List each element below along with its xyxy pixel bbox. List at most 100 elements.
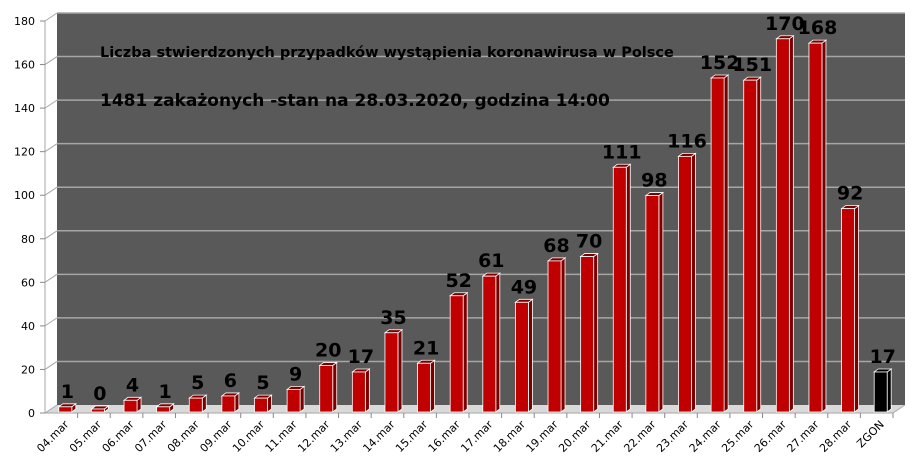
data-label: 6 <box>224 370 237 392</box>
x-tick-label: 06.mar <box>100 418 137 455</box>
bar <box>872 368 893 413</box>
data-label: 9 <box>289 363 302 385</box>
bar-front <box>645 195 660 413</box>
data-label: 20 <box>315 339 341 361</box>
bar-front <box>319 365 334 413</box>
data-label: 4 <box>126 374 139 396</box>
bar-front <box>188 397 203 413</box>
bar-front <box>482 275 497 413</box>
data-label: 0 <box>93 383 106 405</box>
bar-front <box>417 362 431 413</box>
x-tick-label: 16.mar <box>426 418 463 455</box>
x-tick-label: 22.mar <box>621 418 658 455</box>
bar <box>840 204 860 413</box>
x-tick-label: 19.mar <box>524 418 561 455</box>
x-tick-label: 20.mar <box>556 418 593 455</box>
bar-front <box>580 256 595 413</box>
x-tick-label: 11.mar <box>263 418 300 455</box>
bar-front <box>156 406 171 413</box>
data-label: 17 <box>348 346 374 368</box>
back-wall <box>57 13 905 405</box>
bar-front <box>384 332 399 413</box>
gridline-side <box>44 273 58 283</box>
x-tick-label: 12.mar <box>295 418 332 455</box>
x-tick-label: 10.mar <box>230 418 267 455</box>
bar-front <box>678 155 692 413</box>
bar-front <box>873 371 888 413</box>
bar-side <box>593 252 599 413</box>
data-label: 21 <box>413 337 439 359</box>
data-label: 111 <box>602 141 642 163</box>
bar-front <box>841 208 855 413</box>
data-label: 98 <box>641 170 667 192</box>
x-tick-label: 05.mar <box>67 418 104 455</box>
x-tick-label: 24.mar <box>687 418 724 455</box>
y-tick-label: 140 <box>14 102 35 115</box>
floor-edge <box>892 404 906 414</box>
data-label: 5 <box>191 372 204 394</box>
bar-side <box>462 291 468 413</box>
bar-front <box>221 395 236 413</box>
bar-side <box>821 39 827 413</box>
bar-front <box>254 397 268 413</box>
data-label: 17 <box>869 346 895 368</box>
bar-front <box>775 38 790 413</box>
data-label: 70 <box>576 231 602 253</box>
data-label: 92 <box>837 183 863 205</box>
bar-front <box>743 79 758 413</box>
x-tick-label: 23.mar <box>654 418 691 455</box>
y-tick-label: 20 <box>21 363 35 376</box>
bar-side <box>528 298 533 413</box>
x-tick-label: 07.mar <box>132 418 169 455</box>
chart-title: Liczba stwierdzonych przypadków wystąpie… <box>100 45 674 61</box>
bar-side <box>560 257 566 413</box>
bar <box>57 403 78 413</box>
bar-front <box>710 77 725 413</box>
bar <box>775 34 795 413</box>
data-label: 52 <box>445 270 471 292</box>
bar <box>742 76 762 413</box>
data-label: 170 <box>765 13 805 35</box>
bar <box>481 272 502 413</box>
gridline-side <box>44 99 58 109</box>
bar-side <box>854 204 859 413</box>
bar-side <box>299 385 305 413</box>
bar-side <box>756 76 762 413</box>
gridline-side <box>44 186 58 196</box>
bar-side <box>397 328 403 413</box>
y-tick-label: 60 <box>21 276 35 289</box>
bar <box>546 257 567 413</box>
bar <box>709 74 730 413</box>
data-label: 5 <box>256 372 269 394</box>
y-tick-label: 40 <box>21 320 35 333</box>
x-tick-label: 27.mar <box>784 418 821 455</box>
y-tick-label: 80 <box>21 233 35 246</box>
bar-front <box>808 42 823 413</box>
bar-side <box>691 152 696 413</box>
gridline-side <box>44 56 58 65</box>
data-label: 1 <box>61 381 74 403</box>
x-tick-label: 15.mar <box>393 418 430 455</box>
bar-front <box>58 406 73 413</box>
data-label: 168 <box>798 17 838 39</box>
bar-front <box>351 371 366 413</box>
x-tick-label: 26.mar <box>752 418 789 455</box>
bar <box>90 405 110 413</box>
bar <box>807 39 828 413</box>
chart-subtitle: 1481 zakażonych -stan na 28.03.2020, god… <box>100 91 610 111</box>
bar-front <box>612 166 627 413</box>
bar-front <box>449 295 464 413</box>
bar-side <box>364 368 370 413</box>
bar-side <box>430 359 435 413</box>
bar <box>644 191 665 413</box>
x-tick-label: 13.mar <box>328 418 365 455</box>
y-tick-label: 160 <box>14 59 35 72</box>
x-tick-label: 21.mar <box>589 418 626 455</box>
bar-side <box>658 191 664 413</box>
gridline-side <box>44 143 58 153</box>
y-tick-label: 180 <box>14 15 35 28</box>
bar-side <box>788 34 794 413</box>
data-label: 61 <box>478 250 504 272</box>
bar-side <box>332 361 338 413</box>
y-tick-label: 100 <box>14 189 35 202</box>
